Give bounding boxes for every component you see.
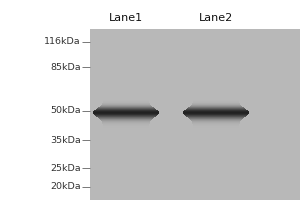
Text: 20kDa: 20kDa	[50, 182, 81, 191]
Text: 50kDa: 50kDa	[50, 106, 81, 115]
Bar	[193, 127, 239, 128]
Bar	[103, 128, 149, 129]
Text: Lane1: Lane1	[109, 13, 143, 23]
Text: 35kDa: 35kDa	[50, 136, 81, 145]
Bar	[103, 130, 149, 131]
Bar	[103, 126, 149, 127]
Bar	[193, 129, 239, 130]
Text: 116kDa: 116kDa	[44, 37, 81, 46]
Bar	[193, 126, 239, 127]
Text: 85kDa: 85kDa	[50, 63, 81, 72]
Bar	[193, 128, 239, 129]
Text: Lane2: Lane2	[199, 13, 233, 23]
Bar	[103, 127, 149, 128]
Text: 25kDa: 25kDa	[50, 164, 81, 173]
Bar	[90, 29, 300, 200]
Bar	[193, 130, 239, 131]
Bar	[103, 129, 149, 130]
